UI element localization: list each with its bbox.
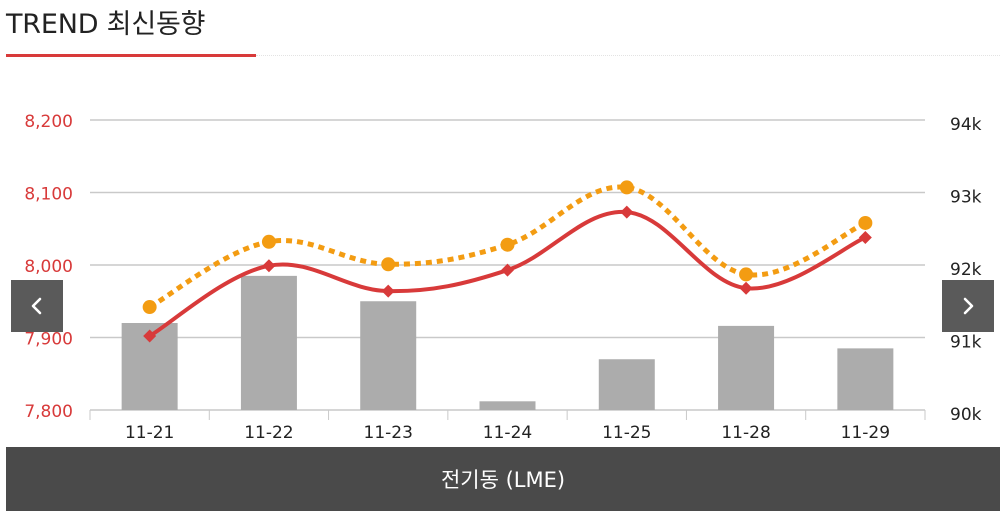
right-axis-tick-label: 92k xyxy=(950,260,982,280)
x-axis-tick-label: 11-24 xyxy=(483,423,532,443)
right-axis-tick-label: 91k xyxy=(950,333,982,353)
data-point xyxy=(381,284,395,298)
header-divider xyxy=(256,55,1000,56)
chart-caption-bar: 전기동 (LME) xyxy=(6,447,1000,511)
data-point xyxy=(739,267,754,282)
data-point xyxy=(262,259,276,273)
chevron-right-icon xyxy=(963,297,974,315)
left-axis-tick-label: 8,200 xyxy=(24,112,73,132)
left-axis-tick-label: 7,900 xyxy=(24,330,73,350)
right-axis-tick-label: 90k xyxy=(950,405,982,425)
x-axis-tick-label: 11-28 xyxy=(721,423,770,443)
chart-caption: 전기동 (LME) xyxy=(440,468,566,492)
chevron-left-icon xyxy=(31,297,42,315)
data-point xyxy=(143,329,157,343)
data-point xyxy=(142,300,157,315)
data-point xyxy=(500,237,515,252)
bar xyxy=(479,401,536,410)
x-axis-tick-label: 11-29 xyxy=(841,423,890,443)
prev-button[interactable] xyxy=(11,280,63,332)
data-point xyxy=(261,234,276,249)
x-axis-tick-label: 11-21 xyxy=(125,423,174,443)
bar xyxy=(240,275,297,410)
x-axis-tick-label: 11-25 xyxy=(602,423,651,443)
left-axis-tick-label: 8,100 xyxy=(24,185,73,205)
bar xyxy=(598,359,655,410)
data-point xyxy=(620,205,634,219)
left-axis-tick-label: 8,000 xyxy=(24,257,73,277)
left-axis-tick-label: 7,800 xyxy=(24,402,73,422)
right-axis-tick-label: 93k xyxy=(950,188,982,208)
data-point xyxy=(619,180,634,195)
x-axis-tick-label: 11-22 xyxy=(244,423,293,443)
x-axis-tick-label: 11-23 xyxy=(364,423,413,443)
data-point xyxy=(381,257,396,272)
bar xyxy=(718,325,775,410)
bar xyxy=(360,301,417,410)
right-axis-tick-label: 94k xyxy=(950,115,982,135)
data-point xyxy=(858,230,872,244)
data-point xyxy=(501,263,514,277)
page-title: TREND 최신동향 xyxy=(6,9,206,40)
data-point xyxy=(739,281,753,295)
title-underline xyxy=(6,54,256,57)
data-point xyxy=(858,215,873,230)
bar xyxy=(837,348,894,410)
next-button[interactable] xyxy=(942,280,994,332)
